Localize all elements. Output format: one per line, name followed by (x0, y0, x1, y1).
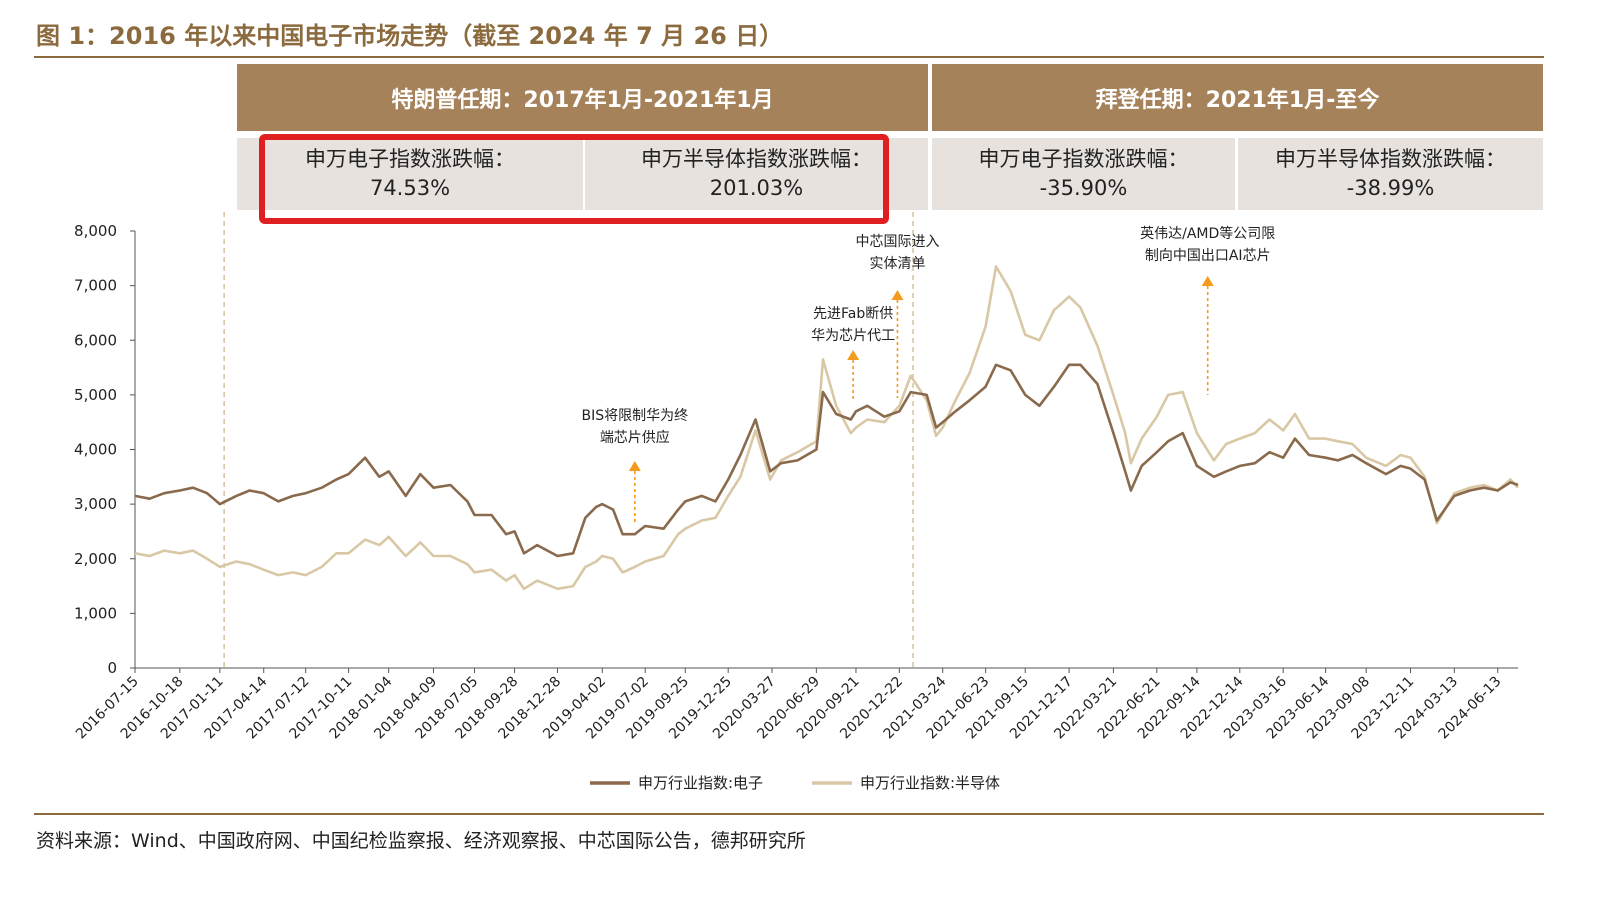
stat-value: 201.03% (709, 176, 804, 200)
y-tick-label: 2,000 (74, 550, 117, 568)
annotation-text: 先进Fab断供 (813, 306, 893, 322)
annotation-text: 端芯片供应 (600, 429, 670, 446)
y-tick-label: 1,000 (74, 604, 117, 622)
biden-term-header: 拜登任期：2021年1月-至今 (932, 64, 1543, 131)
figure-title: 图 1：2016 年以来中国电子市场走势（截至 2024 年 7 月 26 日） (36, 22, 784, 50)
y-tick-label: 7,000 (74, 277, 117, 295)
annotation-text: 制向中国出口AI芯片 (1145, 248, 1271, 264)
stat-biden-electronics: 申万电子指数涨跌幅： -35.90% (932, 138, 1235, 210)
electronics-index-line (134, 363, 1519, 558)
stat-label: 申万半导体指数涨跌幅： (1275, 147, 1506, 171)
stat-value: 74.53% (369, 176, 451, 200)
top-rule (34, 56, 1544, 58)
bottom-rule (34, 813, 1544, 815)
annotation-text: 中芯国际进入 (855, 234, 939, 250)
trump-term-header: 特朗普任期：2017年1月-2021年1月 (237, 64, 928, 131)
stat-value: -38.99% (1346, 176, 1435, 200)
annotation-text: 英伟达/AMD等公司限 (1140, 225, 1275, 242)
annotation-arrow-head (847, 350, 860, 360)
stat-trump-semiconductor: 申万半导体指数涨跌幅： 201.03% (585, 138, 928, 210)
stat-label: 申万电子指数涨跌幅： (305, 147, 515, 171)
annotation-arrow-head (1201, 276, 1214, 286)
y-tick-label: 8,000 (74, 222, 117, 240)
y-tick-label: 0 (107, 659, 117, 677)
legend-label: 申万行业指数:电子 (638, 774, 763, 792)
stat-biden-semiconductor: 申万半导体指数涨跌幅： -38.99% (1238, 138, 1543, 210)
annotation-arrow-head (891, 290, 904, 300)
y-tick-label: 5,000 (74, 386, 117, 404)
annotation-arrow-head (628, 461, 641, 471)
annotation-text: 实体清单 (869, 256, 925, 272)
stat-trump-electronics: 申万电子指数涨跌幅： 74.53% (237, 138, 583, 210)
annotation-text: BIS将限制华为终 (582, 408, 689, 424)
index-trend-chart: 0 1,000 2,000 3,000 4,000 5,000 6,000 7,000 8,00… (73, 212, 1519, 792)
y-tick-label: 4,000 (74, 441, 117, 459)
trump-term-highlight-box (259, 134, 889, 224)
legend-label: 申万行业指数:半导体 (860, 774, 1000, 792)
annotation-text: 华为芯片代工 (811, 328, 895, 344)
semiconductor-index-line (134, 265, 1519, 591)
y-tick-label: 6,000 (74, 331, 117, 349)
stat-value: -35.90% (1039, 176, 1128, 200)
stat-label: 申万电子指数涨跌幅： (978, 147, 1189, 171)
stat-label: 申万半导体指数涨跌幅： (641, 147, 872, 171)
y-tick-label: 3,000 (74, 495, 117, 513)
source-note: 资料来源：Wind、中国政府网、中国纪检监察报、经济观察报、中芯国际公告，德邦研… (36, 830, 806, 852)
